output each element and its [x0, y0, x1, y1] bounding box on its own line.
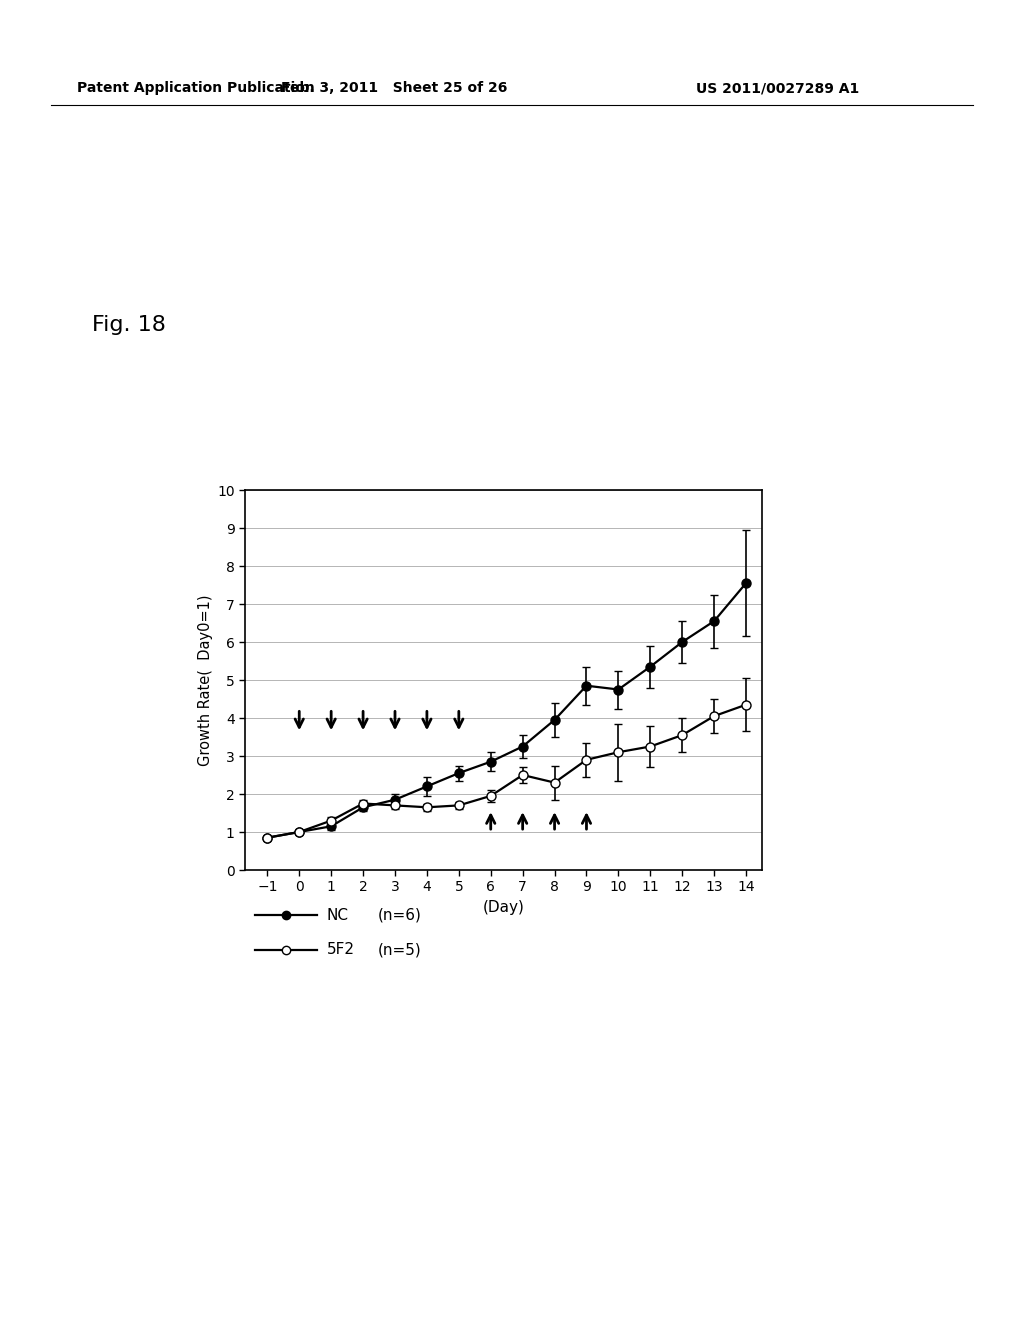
Y-axis label: Growth Rate(  Day0=1): Growth Rate( Day0=1) [198, 594, 213, 766]
X-axis label: (Day): (Day) [482, 900, 524, 915]
Text: US 2011/0027289 A1: US 2011/0027289 A1 [696, 81, 859, 95]
Text: (n=6): (n=6) [378, 908, 422, 923]
Text: 5F2: 5F2 [327, 942, 355, 957]
Text: Patent Application Publication: Patent Application Publication [77, 81, 314, 95]
Text: (n=5): (n=5) [378, 942, 422, 957]
Text: Feb. 3, 2011   Sheet 25 of 26: Feb. 3, 2011 Sheet 25 of 26 [281, 81, 508, 95]
Text: Fig. 18: Fig. 18 [92, 315, 166, 335]
Text: NC: NC [327, 908, 349, 923]
